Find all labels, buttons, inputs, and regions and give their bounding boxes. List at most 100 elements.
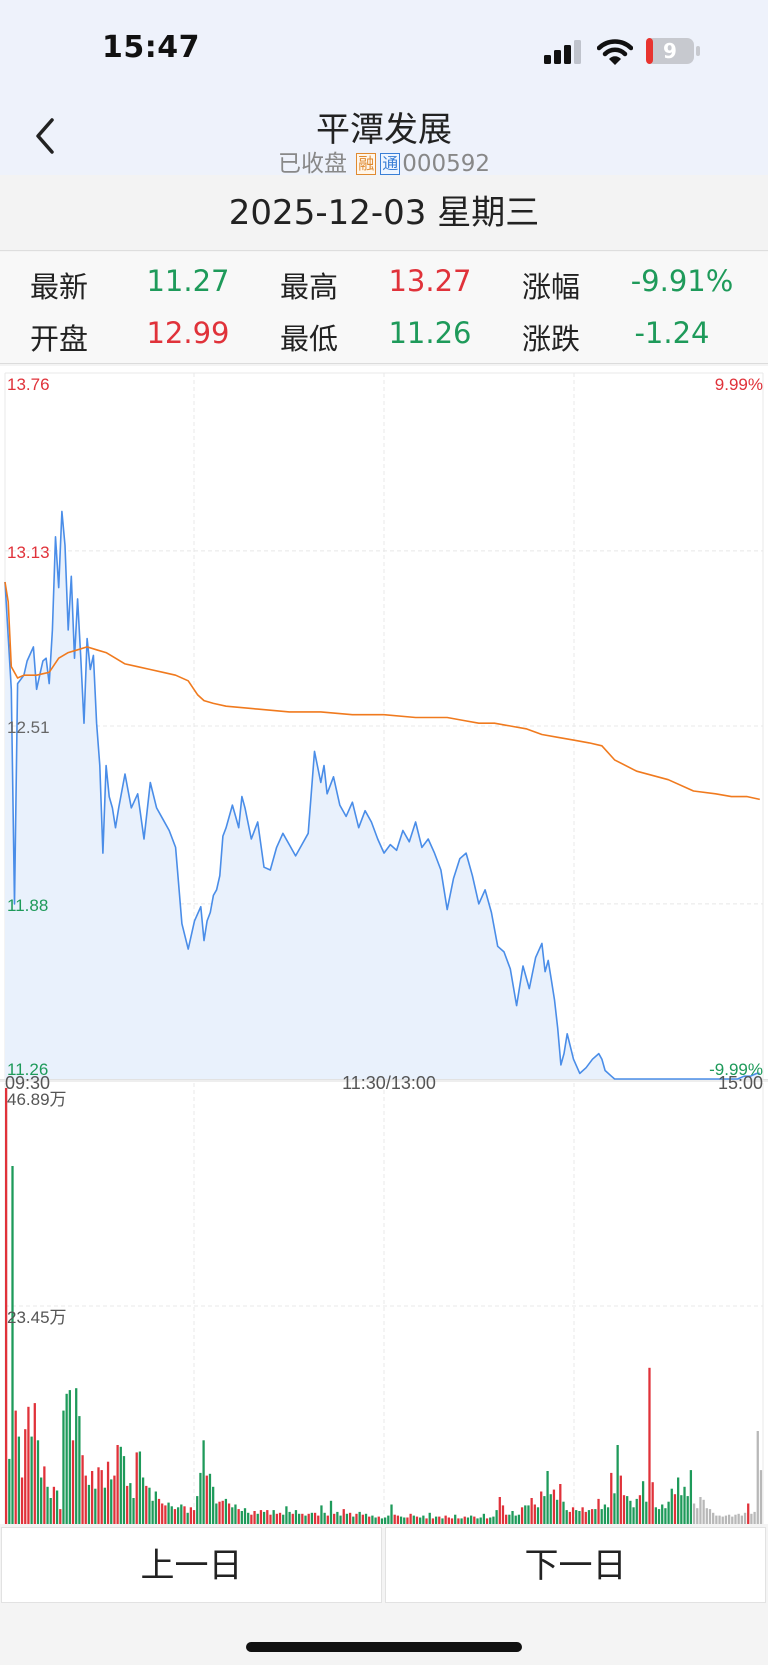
volume-bar bbox=[103, 1487, 107, 1524]
volume-bar bbox=[686, 1496, 689, 1524]
volume-bar bbox=[307, 1513, 310, 1524]
market-status: 已收盘 bbox=[277, 151, 347, 177]
average-price-line bbox=[4, 581, 760, 801]
volume-bar bbox=[52, 1486, 56, 1524]
volume-bar bbox=[161, 1503, 164, 1524]
volume-bar bbox=[65, 1393, 68, 1524]
volume-bar bbox=[110, 1479, 113, 1524]
volume-bar bbox=[428, 1512, 431, 1524]
time-tick-label: 09:30 bbox=[5, 1073, 50, 1093]
volume-bar bbox=[253, 1511, 256, 1524]
wifi-icon bbox=[597, 39, 633, 65]
next-day-button[interactable]: 下一日 bbox=[385, 1527, 766, 1603]
volume-bar bbox=[221, 1500, 224, 1524]
volume-bar bbox=[683, 1486, 686, 1524]
volume-bar bbox=[677, 1477, 680, 1524]
volume-bar bbox=[517, 1514, 521, 1524]
chevron-left-icon[interactable] bbox=[30, 116, 60, 156]
volume-bar bbox=[409, 1513, 412, 1524]
volume-bar bbox=[626, 1496, 629, 1524]
volume-bar bbox=[218, 1501, 221, 1524]
volume-bar bbox=[17, 1436, 21, 1524]
volume-bar bbox=[157, 1498, 161, 1524]
nav-bar: 平潭发展 已收盘 融通 000592 bbox=[0, 98, 768, 177]
volume-bar bbox=[186, 1512, 189, 1524]
volume-bar bbox=[705, 1508, 708, 1524]
volume-bar bbox=[622, 1495, 626, 1524]
volume-bar bbox=[148, 1487, 151, 1524]
volume-bar bbox=[291, 1513, 294, 1524]
volume-bar bbox=[243, 1508, 247, 1524]
margin-tag: 融 bbox=[356, 153, 377, 175]
volume-bar bbox=[743, 1512, 747, 1524]
intraday-chart-svg[interactable]: 13.76 13.13 12.51 11.88 11.26 9.99% -9.99% 09:3… bbox=[0, 366, 768, 1524]
connect-tag: 通 bbox=[380, 153, 401, 175]
volume-bar bbox=[46, 1486, 49, 1524]
stock-name: 平潭发展 bbox=[316, 110, 452, 150]
volume-bar bbox=[94, 1488, 97, 1524]
volume-bar bbox=[27, 1406, 30, 1524]
volume-bar bbox=[164, 1505, 167, 1524]
volume-bar bbox=[333, 1513, 336, 1524]
date-bar: 2025-12-03 星期三 bbox=[0, 175, 768, 251]
price-tick-label: 13.13 bbox=[7, 543, 50, 562]
volume-bar bbox=[670, 1488, 673, 1524]
price-area-fill bbox=[5, 511, 760, 1079]
volume-bar bbox=[170, 1506, 173, 1524]
volume-bar bbox=[20, 1477, 24, 1524]
volume-bar bbox=[565, 1510, 568, 1524]
volume-bar bbox=[49, 1498, 52, 1524]
volume-bar bbox=[606, 1507, 610, 1524]
volume-bar bbox=[654, 1507, 657, 1524]
volume-bar bbox=[600, 1509, 603, 1524]
price-tick-label: 13.76 bbox=[7, 375, 50, 394]
volume-bar bbox=[116, 1445, 119, 1524]
volume-bar bbox=[167, 1502, 170, 1524]
intraday-chart[interactable]: 13.76 13.13 12.51 11.88 11.26 9.99% -9.99% 09:3… bbox=[0, 366, 768, 1524]
volume-bar bbox=[495, 1510, 498, 1524]
volume-bar bbox=[154, 1491, 157, 1524]
volume-bar bbox=[740, 1515, 743, 1524]
volume-bar bbox=[505, 1514, 508, 1524]
volume-bar bbox=[469, 1515, 473, 1524]
volume-bar bbox=[336, 1511, 339, 1524]
volume-bar bbox=[196, 1496, 199, 1524]
volume-bar bbox=[450, 1518, 454, 1524]
volume-bar bbox=[661, 1504, 664, 1524]
volume-bar bbox=[715, 1515, 718, 1524]
volume-bar bbox=[231, 1507, 234, 1524]
prev-day-button[interactable]: 上一日 bbox=[1, 1527, 382, 1603]
volume-bar bbox=[377, 1516, 380, 1524]
volume-bar bbox=[747, 1503, 750, 1524]
volume-bar bbox=[183, 1506, 186, 1524]
volume-bar bbox=[543, 1496, 546, 1524]
volume-bar bbox=[278, 1512, 282, 1524]
volume-bar bbox=[702, 1499, 705, 1524]
volume-bar bbox=[364, 1513, 368, 1524]
volume-bar bbox=[97, 1467, 100, 1524]
volume-bar bbox=[597, 1498, 600, 1524]
volume-bar bbox=[492, 1516, 495, 1524]
volume-bar bbox=[374, 1517, 377, 1524]
volume-bar bbox=[511, 1511, 514, 1524]
volume-bar bbox=[629, 1500, 632, 1524]
open-label: 开盘 bbox=[30, 322, 89, 356]
volume-bar bbox=[419, 1517, 422, 1524]
time-tick-label: 11:30/13:00 bbox=[342, 1073, 436, 1093]
volume-bar bbox=[380, 1518, 384, 1524]
volume-bar bbox=[645, 1501, 648, 1524]
volume-bar bbox=[288, 1511, 291, 1524]
volume-bar bbox=[489, 1517, 492, 1524]
volume-bar bbox=[275, 1513, 278, 1524]
volume-bar bbox=[591, 1509, 594, 1524]
price-tick-label: 12.51 bbox=[7, 718, 50, 737]
volume-bar bbox=[129, 1483, 132, 1524]
volume-bar bbox=[559, 1484, 562, 1524]
status-time: 15:47 bbox=[102, 30, 200, 65]
volume-bar bbox=[266, 1510, 269, 1524]
volume-bar bbox=[272, 1510, 275, 1524]
volume-bar bbox=[514, 1515, 517, 1524]
volume-bar bbox=[581, 1507, 584, 1524]
volume-bar bbox=[571, 1507, 575, 1524]
volume-bar bbox=[33, 1403, 36, 1524]
